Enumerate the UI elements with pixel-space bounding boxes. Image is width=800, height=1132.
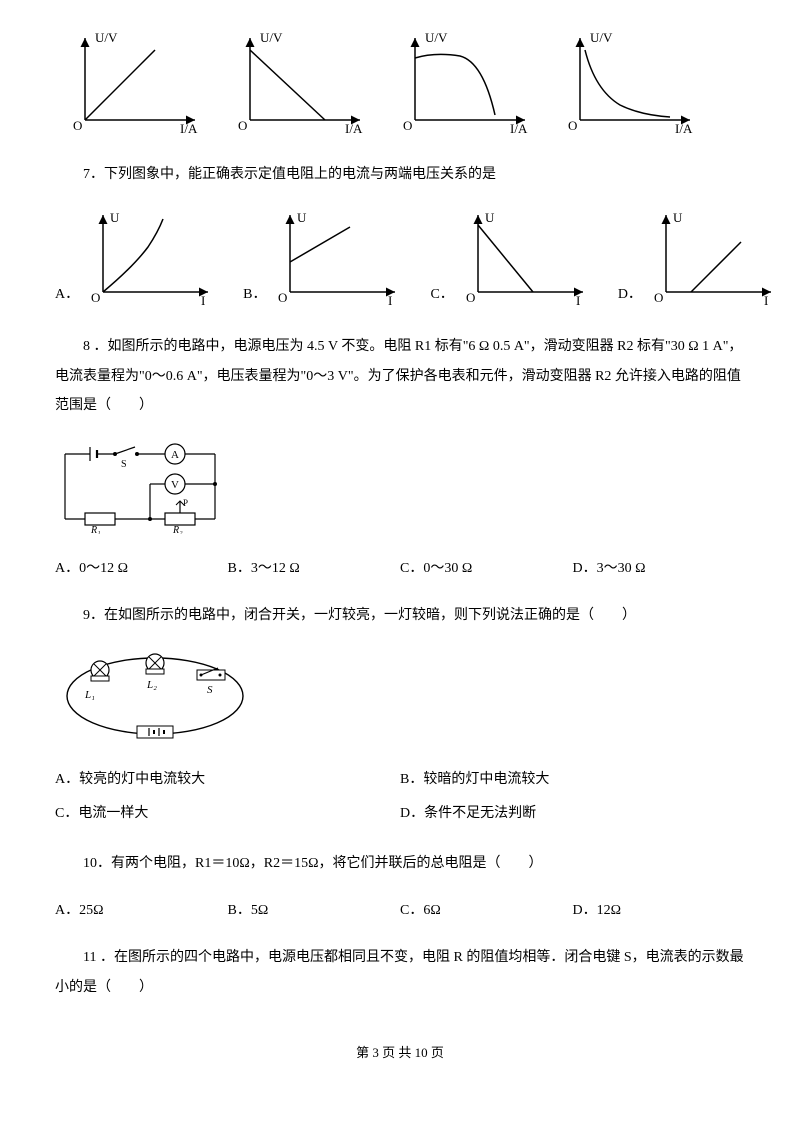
- q6-graph-2: U/V I/A O: [230, 30, 370, 135]
- q8-text: 8 ．如图所示的电路中，电源电压为 4.5 V 不变。电阻 R1 标有"6 Ω …: [55, 332, 745, 420]
- q8-opt-b: B．3～12 Ω: [228, 554, 401, 583]
- q10-text: 10．有两个电阻，R1＝10Ω，R2＝15Ω，将它们并联后的总电阻是（ ）: [55, 849, 745, 878]
- q6-graph-1: U/V I/A O: [65, 30, 205, 135]
- q10-opt-b: B．5Ω: [228, 896, 401, 925]
- q9-options: A．较亮的灯中电流较大 B．较暗的灯中电流较大 C．电流一样大 D．条件不足无法…: [55, 763, 745, 830]
- svg-text:P: P: [183, 498, 188, 508]
- svg-text:O: O: [403, 118, 412, 133]
- y-axis-label: U/V: [95, 30, 118, 45]
- svg-text:U: U: [110, 210, 120, 225]
- q9-opt-d: D．条件不足无法判断: [400, 797, 745, 831]
- svg-text:I: I: [576, 293, 580, 307]
- q7-graphs-row: A． U I O B． U I O C．: [55, 207, 745, 307]
- q6-graph-4: U/V I/A O: [560, 30, 700, 135]
- svg-text:I: I: [388, 293, 392, 307]
- svg-text:S: S: [121, 459, 127, 470]
- svg-text:S: S: [207, 684, 213, 696]
- svg-text:R₂: R₂: [172, 525, 183, 534]
- q7-label-a: A．: [55, 283, 79, 303]
- svg-text:I/A: I/A: [510, 121, 528, 135]
- q7-option-b: B． U I O: [243, 207, 405, 307]
- q10-opt-a: A．25Ω: [55, 896, 228, 925]
- q10-opt-d: D．12Ω: [573, 896, 746, 925]
- svg-text:V: V: [171, 479, 179, 491]
- q7-label-b: B．: [243, 283, 266, 303]
- svg-text:O: O: [278, 290, 287, 305]
- q11-text: 11 ．在图所示的四个电路中，电源电压都相同且不变，电阻 R 的阻值均相等．闭合…: [55, 943, 745, 1002]
- q6-graph-3: U/V I/A O: [395, 30, 535, 135]
- svg-text:I: I: [201, 293, 205, 307]
- q9-opt-a: A．较亮的灯中电流较大: [55, 763, 400, 797]
- svg-text:A: A: [171, 449, 179, 461]
- q8-opt-a: A．0～12 Ω: [55, 554, 228, 583]
- svg-text:L₂: L₂: [146, 679, 157, 691]
- svg-text:U/V: U/V: [260, 30, 283, 45]
- q7-text: 7．下列图象中，能正确表示定值电阻上的电流与两端电压关系的是: [55, 160, 745, 189]
- svg-text:U: U: [297, 210, 307, 225]
- page-footer: 第 3 页 共 10 页: [55, 1042, 745, 1061]
- svg-text:O: O: [238, 118, 247, 133]
- q9-circuit: L₁ L₂ S: [55, 648, 745, 748]
- svg-text:O: O: [654, 290, 663, 305]
- svg-text:R₁: R₁: [90, 525, 101, 534]
- q7-option-d: D． U I O: [618, 207, 781, 307]
- q9-text: 9．在如图所示的电路中，闭合开关，一灯较亮，一灯较暗，则下列说法正确的是（ ）: [55, 601, 745, 630]
- x-axis-label: I/A: [180, 121, 198, 135]
- q8-opt-d: D．3～30 Ω: [573, 554, 746, 583]
- q8-opt-c: C．0～30 Ω: [400, 554, 573, 583]
- q6-graphs-row: U/V I/A O U/V I/A O U/: [55, 30, 745, 135]
- q10-opt-c: C．6Ω: [400, 896, 573, 925]
- q7-option-a: A． U I O: [55, 207, 218, 307]
- q10-options: A．25Ω B．5Ω C．6Ω D．12Ω: [55, 896, 745, 925]
- q9-opt-c: C．电流一样大: [55, 797, 400, 831]
- svg-text:I/A: I/A: [345, 121, 363, 135]
- page-container: U/V I/A O U/V I/A O U/: [0, 0, 800, 1081]
- q8-options: A．0～12 Ω B．3～12 Ω C．0～30 Ω D．3～30 Ω: [55, 554, 745, 583]
- svg-text:O: O: [568, 118, 577, 133]
- q7-label-d: D．: [618, 283, 642, 303]
- q7-option-c: C． U I O: [430, 207, 592, 307]
- svg-text:U/V: U/V: [590, 30, 613, 45]
- q7-label-c: C．: [430, 283, 453, 303]
- q8-circuit: S A V R₁ P R₂: [55, 439, 745, 539]
- svg-text:O: O: [91, 290, 100, 305]
- svg-text:O: O: [466, 290, 475, 305]
- svg-text:L₁: L₁: [84, 689, 95, 701]
- svg-text:U/V: U/V: [425, 30, 448, 45]
- svg-text:I/A: I/A: [675, 121, 693, 135]
- q9-opt-b: B．较暗的灯中电流较大: [400, 763, 745, 797]
- svg-text:U: U: [673, 210, 683, 225]
- svg-text:I: I: [764, 293, 768, 307]
- svg-text:U: U: [485, 210, 495, 225]
- svg-text:O: O: [73, 118, 82, 133]
